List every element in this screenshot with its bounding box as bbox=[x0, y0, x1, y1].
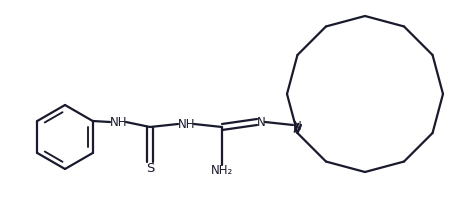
Text: N: N bbox=[257, 116, 266, 129]
Text: NH: NH bbox=[110, 116, 128, 129]
Text: NH: NH bbox=[178, 118, 195, 131]
Text: N: N bbox=[293, 119, 302, 132]
Text: NH₂: NH₂ bbox=[211, 163, 233, 176]
Text: S: S bbox=[146, 161, 154, 174]
